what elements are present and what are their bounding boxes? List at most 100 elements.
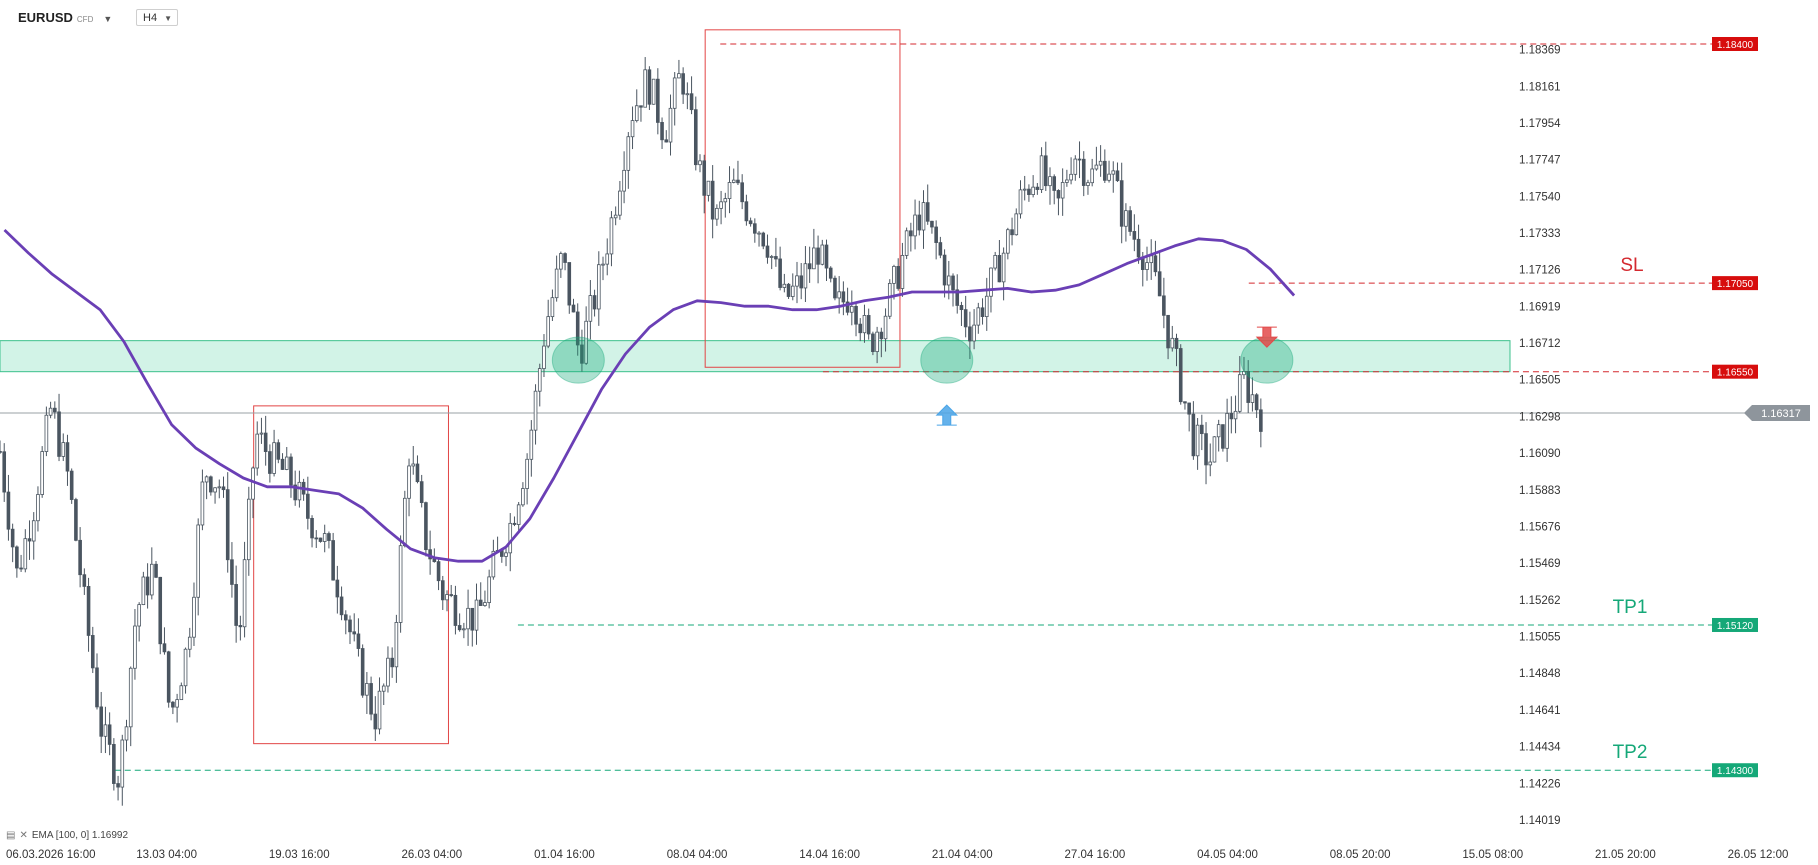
- highlight-box: [704, 29, 901, 368]
- chevron-down-icon[interactable]: ▼: [164, 14, 172, 23]
- axes: 1.18369 1.18161 1.17954 1.17747 1.17540 1.173…: [6, 44, 1788, 861]
- price-tag: [1712, 364, 1758, 379]
- candle-body: [27, 538, 32, 542]
- candle-body: [913, 214, 917, 237]
- candle-body: [900, 255, 905, 289]
- price-tag-label: 1.14300: [1717, 766, 1754, 777]
- candle-body: [377, 690, 382, 730]
- candle-body: [381, 685, 386, 692]
- support-zone-layer: [0, 340, 1511, 373]
- candle-body: [348, 619, 352, 633]
- y-tick-label: 1.17333: [1519, 228, 1561, 240]
- indicator-settings-icon[interactable]: ▤: [6, 830, 16, 841]
- candle-body: [74, 499, 78, 541]
- x-tick-label: 19.03 16:00: [269, 849, 330, 861]
- candle-body: [419, 481, 424, 504]
- support-zone: [0, 340, 1511, 373]
- candle-body: [744, 201, 749, 222]
- candle-body: [812, 247, 816, 270]
- candle-body: [1103, 160, 1107, 181]
- candle-body: [525, 458, 529, 489]
- candle-body: [989, 267, 993, 297]
- candle-body: [137, 604, 141, 627]
- price-tag: [1712, 276, 1758, 291]
- candle-body: [1060, 182, 1065, 199]
- candle-body: [133, 625, 137, 669]
- chevron-down-icon[interactable]: ▼: [103, 14, 113, 24]
- candle-body: [921, 202, 926, 231]
- candle-body: [1128, 210, 1132, 232]
- candle-body: [145, 576, 150, 596]
- candle-body: [310, 517, 314, 539]
- symbol-selector[interactable]: EURUSD CFD ▼: [18, 10, 112, 25]
- candle-body: [487, 576, 491, 603]
- level-label: TP1: [1613, 597, 1648, 618]
- candle-body: [1254, 394, 1259, 411]
- close-icon[interactable]: ✕: [19, 830, 28, 841]
- candle-body: [1077, 158, 1082, 161]
- price-tag-label: 1.16550: [1717, 368, 1754, 379]
- candle-body: [563, 253, 567, 263]
- candle-body: [719, 201, 723, 209]
- current-price-label: 1.16317: [1761, 408, 1801, 420]
- x-tick-label: 15.05 08:00: [1462, 849, 1523, 861]
- candle-body: [1056, 190, 1061, 199]
- candle-body: [0, 450, 2, 453]
- price-tag-label: 1.15120: [1717, 621, 1754, 632]
- candle-body: [930, 220, 934, 228]
- x-tick-label: 27.04 16:00: [1065, 849, 1126, 861]
- candle-body: [567, 262, 572, 306]
- highlight-box: [253, 405, 449, 745]
- candle-body: [592, 295, 597, 310]
- candle-body: [634, 105, 639, 121]
- candle-body: [976, 307, 981, 326]
- y-tick-label: 1.15055: [1519, 631, 1561, 643]
- candle-body: [774, 256, 778, 260]
- candle-body: [445, 594, 449, 601]
- indicator-legend: ▤ ✕ EMA [100, 0] 1.16992: [6, 830, 128, 841]
- candle-body: [1115, 170, 1120, 182]
- y-tick-label: 1.15883: [1519, 485, 1561, 497]
- candle-body: [424, 502, 428, 551]
- candle-body: [622, 169, 626, 192]
- candle-body: [993, 255, 997, 269]
- candle-body: [871, 333, 875, 353]
- candle-body: [618, 190, 622, 216]
- candle-body: [546, 316, 550, 347]
- candle-body: [550, 297, 555, 318]
- candle-body: [537, 368, 542, 392]
- candle-body: [10, 528, 15, 548]
- chart-toolbar: EURUSD CFD ▼ H4 ▼: [0, 0, 1818, 36]
- candle-body: [1031, 186, 1035, 195]
- candle-body: [200, 481, 205, 526]
- candle-body: [234, 584, 238, 626]
- candle-body: [112, 744, 116, 784]
- level-label: TP2: [1613, 742, 1648, 763]
- candle-body: [955, 289, 960, 306]
- candle-body: [1216, 424, 1221, 438]
- candle-body: [61, 442, 66, 457]
- candle-body: [284, 456, 289, 470]
- candle-body: [748, 220, 753, 225]
- candle-body: [1166, 314, 1170, 349]
- candle-body: [858, 323, 863, 334]
- candle-body: [1149, 255, 1154, 264]
- candle-body: [833, 277, 837, 299]
- candle-body: [803, 263, 808, 289]
- timeframe-selector[interactable]: H4 ▼: [136, 9, 178, 26]
- candle-body: [1204, 433, 1208, 466]
- candle-body: [166, 651, 171, 703]
- candle-body: [647, 69, 652, 105]
- candle-body: [272, 442, 276, 474]
- candle-body: [656, 78, 660, 123]
- candle-body: [322, 533, 327, 542]
- candle-body: [217, 486, 222, 489]
- y-tick-label: 1.16712: [1519, 338, 1561, 350]
- candle-body: [816, 247, 820, 265]
- candle-body: [107, 724, 112, 745]
- candle-body: [171, 701, 175, 708]
- candle-body: [605, 253, 610, 265]
- candle-body: [48, 407, 53, 416]
- candle-body: [681, 73, 685, 95]
